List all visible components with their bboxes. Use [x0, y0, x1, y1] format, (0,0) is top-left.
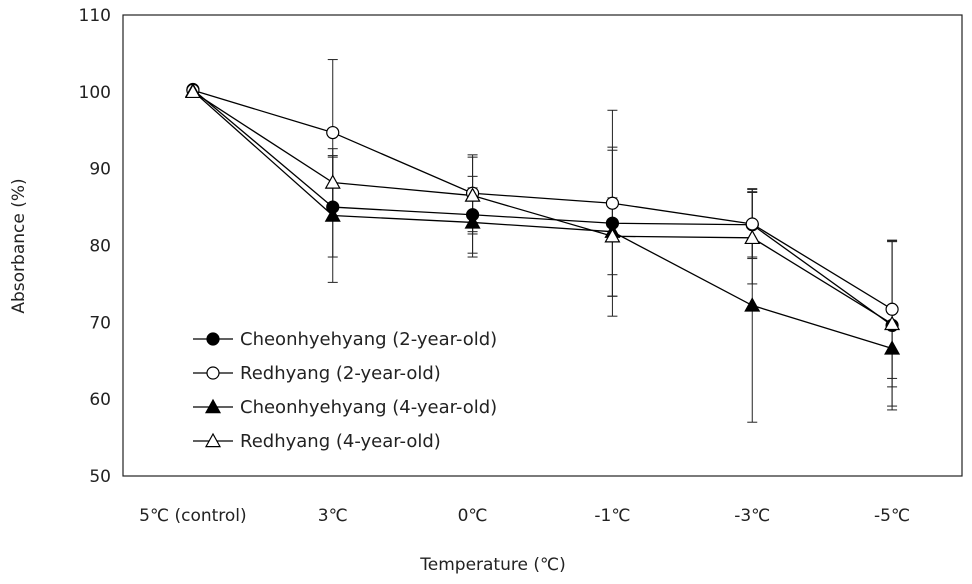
- legend-marker: [206, 366, 220, 380]
- x-tick-label: 0℃: [458, 506, 488, 526]
- legend-item: Cheonhyehyang (2-year-old): [193, 329, 497, 350]
- legend-label: Redhyang (4-year-old): [240, 431, 441, 452]
- legend-marker: [204, 398, 222, 414]
- legend-label: Cheonhyehyang (4-year-old): [240, 397, 497, 418]
- x-tick-label: 5℃ (control): [139, 506, 247, 526]
- data-point: [464, 214, 481, 229]
- legend: Cheonhyehyang (2-year-old) Redhyang (2-ye…: [193, 329, 497, 452]
- y-tick-label: 110: [79, 6, 111, 26]
- data-point: [324, 207, 341, 222]
- x-tick-label: 3℃: [318, 506, 348, 526]
- y-tick-label: 70: [89, 313, 111, 333]
- data-point: [744, 229, 761, 245]
- axes: [122, 14, 963, 477]
- tick-labels: 50 60 70 80 90 100 110 5℃ (control) 3℃ 0℃ -1℃ -3℃ -5…: [79, 6, 911, 526]
- series-line: [192, 91, 893, 325]
- series-lines: [192, 89, 893, 350]
- series-line: [192, 89, 893, 326]
- data-point: [604, 228, 621, 243]
- data-markers: [184, 82, 901, 355]
- y-tick-label: 60: [89, 390, 111, 410]
- data-point: [884, 315, 901, 331]
- legend-label: Redhyang (2-year-old): [240, 363, 441, 384]
- x-axis-title: Temperature (℃): [419, 555, 565, 575]
- legend-marker: [206, 332, 220, 346]
- data-point: [745, 217, 759, 231]
- data-point: [884, 340, 901, 355]
- y-axis-title: Absorbance (%): [9, 178, 29, 313]
- legend-marker: [204, 432, 222, 448]
- legend-item: Cheonhyehyang (4-year-old): [193, 397, 497, 418]
- y-tick-label: 50: [89, 467, 111, 487]
- series-line: [192, 90, 893, 350]
- y-tick-label: 90: [89, 160, 111, 180]
- y-tick-label: 100: [79, 83, 111, 103]
- legend-item: Redhyang (2-year-old): [193, 363, 441, 384]
- x-tick-label: -3℃: [734, 506, 770, 526]
- data-point: [326, 125, 340, 140]
- data-point: [324, 174, 341, 189]
- legend-label: Cheonhyehyang (2-year-old): [240, 329, 497, 350]
- data-point: [744, 297, 761, 312]
- data-point: [885, 302, 899, 316]
- data-point: [464, 187, 481, 202]
- y-tick-label: 80: [89, 237, 111, 257]
- legend-item: Redhyang (4-year-old): [193, 431, 441, 452]
- plot-area-border: [122, 14, 963, 477]
- x-tick-label: -5℃: [874, 506, 910, 526]
- x-tick-label: -1℃: [594, 506, 630, 526]
- series-line: [192, 89, 893, 310]
- data-point: [605, 196, 620, 210]
- data-point: [184, 83, 201, 99]
